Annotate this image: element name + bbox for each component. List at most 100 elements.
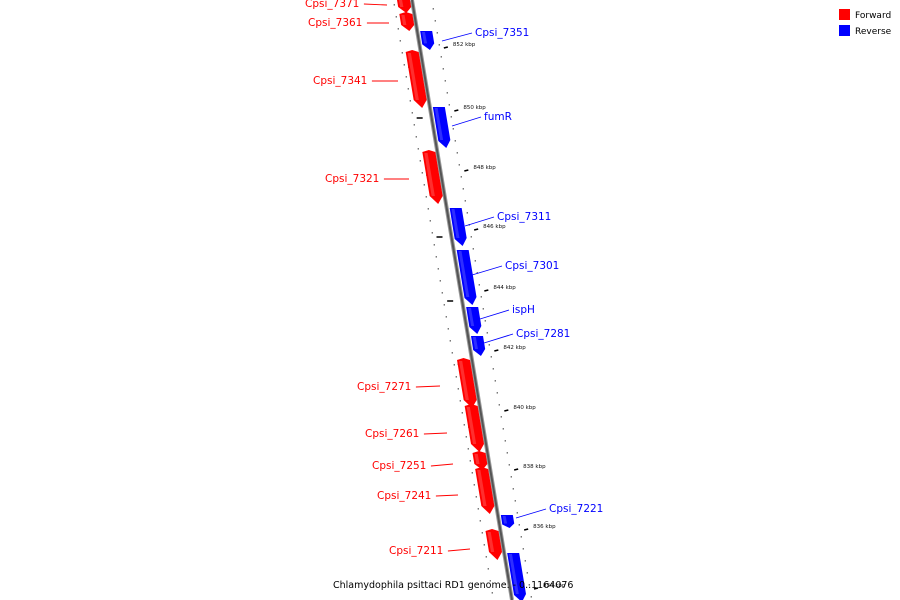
right-minor-tick [490,356,492,358]
gene-Cpsi_7261[interactable]: Cpsi_7261 [365,404,484,452]
gene-Cpsi_7371[interactable]: Cpsi_7371 [305,0,412,13]
gene-Cpsi_7211[interactable]: Cpsi_7211 [389,529,502,560]
right-minor-tick [492,368,494,370]
left-minor-tick [423,184,425,186]
gene-label[interactable]: Cpsi_7271 [357,381,411,393]
gene-Cpsi_7301[interactable]: Cpsi_7301 [456,250,560,305]
right-minor-tick [494,380,496,382]
gene-arrow[interactable] [464,404,484,452]
gene-Cpsi_7271[interactable]: Cpsi_7271 [357,358,477,408]
right-minor-tick [526,572,528,574]
gene-label[interactable]: Cpsi_7211 [389,545,443,557]
right-minor-tick [488,344,490,346]
gene-highlight [458,361,469,400]
gene-arrow[interactable] [485,529,503,560]
gene-label[interactable]: Cpsi_7351 [475,27,529,39]
gene-arrow[interactable] [432,107,451,148]
gene-Cpsi_7361[interactable]: Cpsi_7361 [308,12,415,31]
right-minor-tick [520,536,522,538]
gene-label[interactable]: ispH [512,304,535,316]
gene-arrow[interactable] [399,12,415,31]
left-minor-tick [451,352,453,354]
gene-connector [515,508,547,519]
left-minor-tick [491,592,493,594]
gene-Cpsi_7321[interactable]: Cpsi_7321 [325,150,443,204]
legend-reverse-swatch [839,25,850,36]
scale-tick-label: 852 kbp [453,42,476,48]
scale-tick [523,528,529,531]
gene-Cpsi_7311[interactable]: Cpsi_7311 [449,208,552,246]
left-minor-tick [421,172,423,174]
gene-arrow[interactable] [500,515,515,528]
left-minor-tick [429,220,431,222]
scale-tick [473,228,479,231]
gene-label[interactable]: Cpsi_7221 [549,503,603,515]
right-minor-tick [436,32,438,34]
gene-arrow[interactable] [456,250,477,305]
gene-arrow[interactable] [396,0,412,13]
right-minor-tick [450,116,452,118]
gene-arrow[interactable] [507,553,526,600]
gene-arrow[interactable] [457,358,477,408]
gene-label[interactable]: Cpsi_7311 [497,211,551,223]
left-minor-tick [477,508,479,510]
gene-label[interactable]: Cpsi_7241 [377,490,431,502]
gene-Cpsi_7341[interactable]: Cpsi_7341 [313,50,427,108]
left-minor-tick [419,160,421,162]
right-minor-tick [518,524,520,526]
gene-label[interactable]: Cpsi_7361 [308,17,362,29]
right-minor-tick [444,80,446,82]
scale-tick-layer: 852 kbp 850 kbp 848 kbp 846 kbp 844 kbp 842 k… [443,42,566,590]
right-minor-tick [530,596,532,598]
left-minor-tick [473,484,475,486]
gene-highlight [487,532,495,552]
gene-label[interactable]: Cpsi_7261 [365,428,419,440]
left-minor-tick [393,4,395,6]
gene-connector [451,116,482,127]
gene-arrow[interactable] [466,307,482,334]
right-minor-tick [456,152,458,154]
gene-arrow[interactable] [449,208,467,246]
gene-connector [479,309,510,320]
gene-arrow[interactable] [422,150,443,204]
gene-highlight [477,470,487,506]
gene-Cpsi_7241[interactable]: Cpsi_7241 [377,467,495,514]
gene-Cpsi_7351[interactable]: Cpsi_7351 [420,27,529,50]
right-minor-tick [502,428,504,430]
right-minor-tick [524,560,526,562]
gene-Cpsi_7221[interactable]: Cpsi_7221 [500,503,604,528]
gene-highlight [472,337,478,349]
left-minor-tick [435,256,437,258]
gene-arrow[interactable] [420,31,435,50]
legend: Forward Reverse [839,9,892,37]
gene-connector [483,333,514,344]
gene-label[interactable]: Cpsi_7321 [325,173,379,185]
gene-fumR[interactable]: fumR [432,107,512,148]
gene-arrow[interactable] [405,50,427,108]
right-minor-tick [484,320,486,322]
right-minor-tick [480,296,482,298]
gene-label[interactable]: Cpsi_7341 [313,75,367,87]
left-minor-tick [487,568,489,570]
gene-label[interactable]: Cpsi_7281 [516,328,570,340]
gene-label[interactable]: Cpsi_7251 [372,460,426,472]
scale-tick-label: 850 kbp [463,105,486,111]
gene-unnamed[interactable] [507,553,526,600]
left-minor-tick [459,400,461,402]
gene-Cpsi_7281[interactable]: Cpsi_7281 [471,328,570,356]
left-minor-tick [415,136,417,138]
left-minor-tick [457,388,459,390]
gene-Cpsi_7251[interactable]: Cpsi_7251 [372,451,488,472]
right-minor-tick [448,104,450,106]
right-minor-tick [458,164,460,166]
right-minor-tick [528,584,530,586]
gene-arrow[interactable] [475,467,495,514]
scale-tick-label: 834 kbp [543,583,566,589]
gene-label[interactable]: fumR [484,111,512,123]
gene-arrow[interactable] [471,336,486,356]
gene-ispH[interactable]: ispH [466,304,535,334]
gene-arrow[interactable] [472,451,488,470]
gene-label[interactable]: Cpsi_7371 [305,0,359,10]
gene-label[interactable]: Cpsi_7301 [505,260,559,272]
right-minor-tick [474,260,476,262]
